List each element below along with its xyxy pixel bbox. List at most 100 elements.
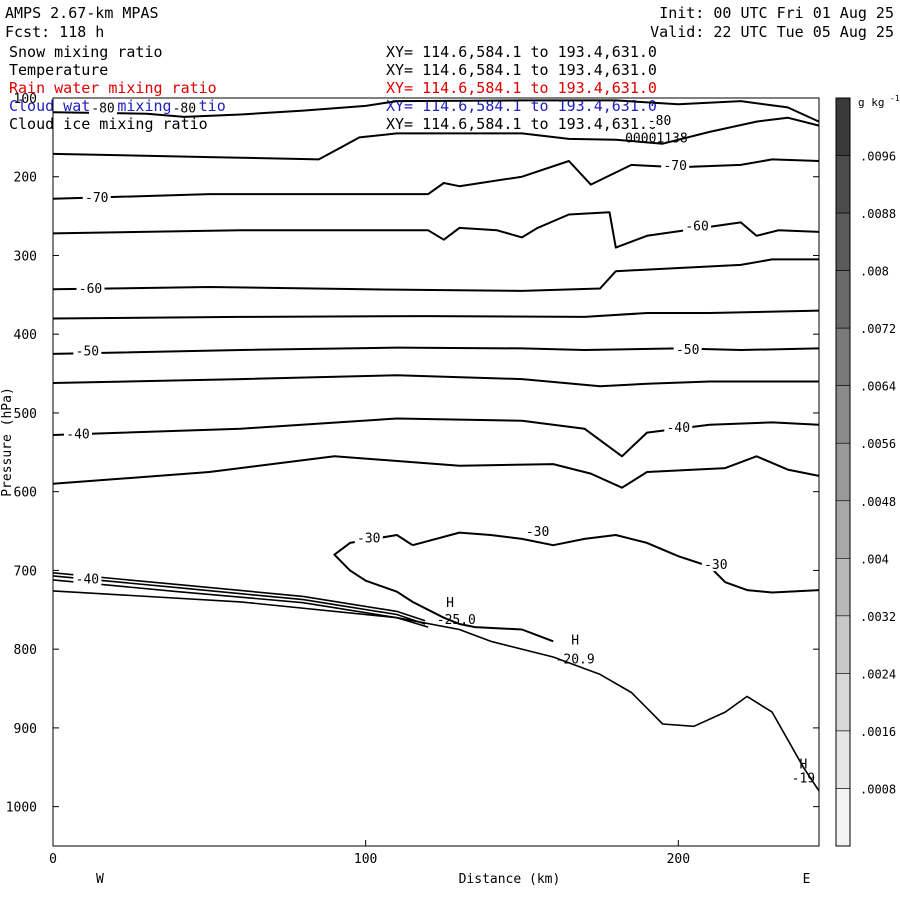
colorbar-cell [835,385,851,444]
colorbar-unit: g kg [858,96,885,109]
isotherm-line [52,455,820,489]
contour-label: -80 [173,101,196,116]
valid-time: Valid: 22 UTC Tue 05 Aug 25 [650,23,894,41]
extremum-annotation: -25.0 [437,613,476,628]
contour-label-bg [82,189,111,205]
y-tick-label: 700 [14,564,37,579]
colorbar-cell [835,788,851,847]
surface-line [52,590,820,792]
colorbar-label: .0088 [860,207,896,221]
colorbar-cell [835,327,851,386]
y-tick-label: 900 [14,722,37,737]
extremum-annotation: 00001138 [625,131,688,146]
colorbar-cell [835,442,851,502]
surface-line [52,579,429,628]
isotherm-line [52,158,820,200]
x-tick-label: 100 [354,852,377,867]
contour-label: -30 [704,558,727,573]
y-tick-label: 400 [14,328,37,343]
field-range-cloud-ice: XY= 114.6,584.1 to 193.4,631.0 [386,115,657,133]
colorbar-label: .0032 [860,610,896,624]
isotherm-line [333,534,554,643]
extremum-annotation: H [446,596,454,611]
model-title: AMPS 2.67-km MPAS [5,4,159,22]
isotherm-line [52,374,819,388]
field-name-snow: Snow mixing ratio [9,43,163,61]
isotherm-line [52,417,820,458]
contour-label: -50 [676,343,699,358]
colorbar-label: .008 [860,265,889,279]
colorbar-cell [835,500,851,559]
contour-label-bg [73,570,102,586]
contour-label: -40 [76,572,99,587]
field-name-cloud-ice: Cloud ice mixing ratio [9,115,208,133]
colorbar-frame [835,97,851,847]
colorbar-cell [835,615,851,674]
contour-label: -30 [526,525,549,540]
y-tick-label: 300 [14,249,37,264]
field-range-snow: XY= 114.6,584.1 to 193.4,631.0 [386,43,657,61]
contour-label: -80 [91,101,114,116]
contour-label-bg [661,156,690,172]
field-range-rain: XY= 114.6,584.1 to 193.4,631.0 [386,79,657,97]
colorbar-cell [835,270,851,329]
colorbar-label: .0016 [860,725,896,739]
contour-label-bg [64,425,93,441]
contour-label-bg [73,342,102,358]
colorbar-label: .0096 [860,150,896,164]
colorbar-cell [835,558,851,617]
contour-label-bg [701,556,730,572]
contour-label: -40 [667,421,690,436]
colorbar-label: .0008 [860,782,896,796]
colorbar-label: .0072 [860,322,896,336]
extremum-annotation: H [799,757,807,772]
east-label: E [803,872,811,887]
init-time: Init: 00 UTC Fri 01 Aug 25 [659,4,894,22]
isotherm-line [52,99,820,123]
surface-line [52,572,426,622]
isotherm-line [52,116,820,161]
x-axis-title: Distance (km) [459,872,561,887]
colorbar-label: .0064 [860,380,896,394]
contour-label-bg [89,99,118,115]
contour-label: -70 [663,159,686,174]
contour-label: -50 [76,345,99,360]
x-tick-label: 200 [667,852,690,867]
contour-label: -60 [685,220,708,235]
isotherm-line [52,346,820,355]
y-tick-label: 1000 [6,801,37,816]
colorbar-cell [835,730,851,789]
forecast-hour: Fcst: 118 h [5,23,105,41]
colorbar-label: .004 [860,552,889,566]
west-label: W [96,872,104,887]
isotherm-line [52,211,820,249]
field-name-temperature: Temperature [9,61,109,79]
isotherm-line [52,258,819,292]
y-tick-label: 500 [14,407,37,422]
y-tick-label: 600 [14,486,37,501]
contour-label: -30 [357,531,380,546]
colorbar-label: .0048 [860,495,896,509]
y-axis-title: Pressure (hPa) [0,387,15,497]
contour-label-bg [354,529,383,545]
extremum-annotation: -19 [792,771,815,786]
contour-label-bg [523,523,552,539]
field-name-rain: Rain water mixing ratio [9,79,217,97]
contour-label: -60 [79,282,102,297]
colorbar-label: .0024 [860,667,896,681]
x-tick-label: 0 [49,852,57,867]
extremum-annotation: -20.9 [556,653,595,668]
surface-line [52,575,426,625]
colorbar-cell [835,155,851,214]
contour-label-bg [76,279,105,295]
contour-label-bg [683,217,712,233]
contour-label-bg [645,112,674,128]
y-tick-label: 800 [14,643,37,658]
contour-label: -70 [85,191,108,206]
contour-label-bg [664,419,693,435]
colorbar-cell [835,97,851,156]
colorbar-unit-exponent: -1 [890,94,900,103]
contour-label-bg [673,341,702,357]
isotherm-line [52,309,820,320]
